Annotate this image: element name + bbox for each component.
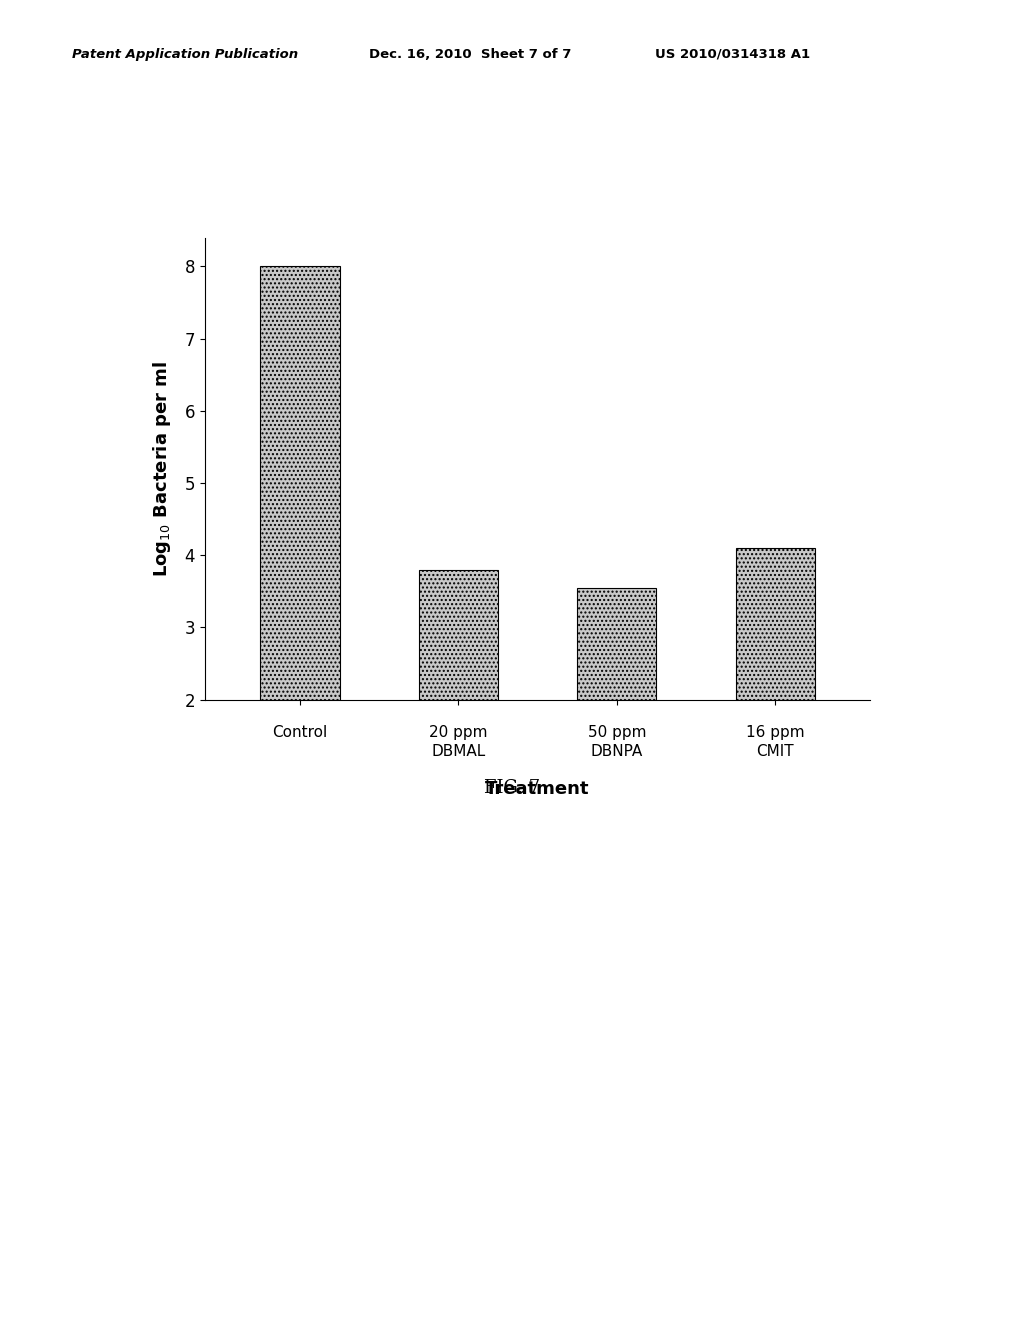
Text: 50 ppm: 50 ppm [588,725,646,739]
Text: FIG. 7: FIG. 7 [484,779,540,797]
Text: DBMAL: DBMAL [431,744,485,759]
Bar [419,570,498,700]
Bar [578,587,656,700]
Bar [735,548,815,700]
Text: Patent Application Publication: Patent Application Publication [72,48,298,61]
Text: Dec. 16, 2010  Sheet 7 of 7: Dec. 16, 2010 Sheet 7 of 7 [369,48,571,61]
Text: 16 ppm: 16 ppm [746,725,805,739]
Bar [260,267,340,700]
Text: CMIT: CMIT [757,744,795,759]
Y-axis label: Log$_{10}$ Bacteria per ml: Log$_{10}$ Bacteria per ml [152,360,173,577]
Text: US 2010/0314318 A1: US 2010/0314318 A1 [655,48,810,61]
Text: 20 ppm: 20 ppm [429,725,487,739]
Text: DBNPA: DBNPA [591,744,643,759]
Text: Control: Control [272,725,328,739]
Text: Treatment: Treatment [485,780,590,799]
